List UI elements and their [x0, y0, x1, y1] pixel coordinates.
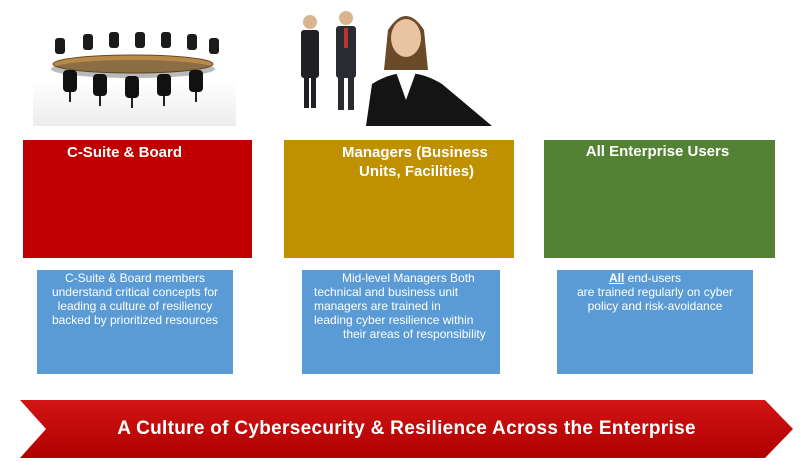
column-header-c-suite: C-Suite & Board [23, 140, 252, 258]
description-managers-line3: managers are trained in [314, 299, 441, 313]
description-managers-line5: their areas of responsibility [343, 327, 486, 341]
description-managers-line4: leading cyber resilience within [314, 313, 474, 327]
description-all-users: All end-users are trained regularly on c… [557, 270, 753, 374]
column-header-all-users-label: All Enterprise Users [585, 143, 730, 160]
description-all-users-line2: are trained regularly on cyber policy an… [576, 285, 734, 313]
description-c-suite: C-Suite & Board members understand criti… [37, 270, 233, 374]
column-header-managers-label-line1: Managers (Business [342, 144, 488, 161]
business-people-icon [301, 11, 492, 126]
description-managers-line2: technical and business unit [314, 285, 459, 299]
column-header-all-users: All Enterprise Users [544, 140, 775, 258]
description-all-users-emphasis: All [608, 271, 625, 285]
column-header-managers-label-line2: Units, Facilities) [359, 163, 475, 180]
conference-table-image [33, 14, 236, 126]
description-managers-line1: Mid-level Managers Both [342, 271, 475, 285]
description-all-users-line1-rest: end-users [624, 271, 682, 285]
column-header-c-suite-label: C-Suite & Board [66, 144, 182, 161]
business-people-image [296, 0, 498, 126]
banner-arrow-shape [20, 400, 793, 458]
conference-table-icon [51, 32, 219, 108]
culture-banner: A Culture of Cybersecurity & Resilience … [20, 400, 793, 458]
banner-text: A Culture of Cybersecurity & Resilience … [117, 418, 696, 439]
description-all-users-line1: All end-users [561, 271, 749, 285]
description-c-suite-text: C-Suite & Board members understand criti… [51, 271, 219, 327]
column-header-managers: Managers (Business Units, Facilities) [284, 140, 514, 258]
description-managers: Mid-level Managers Both technical and bu… [302, 270, 500, 374]
